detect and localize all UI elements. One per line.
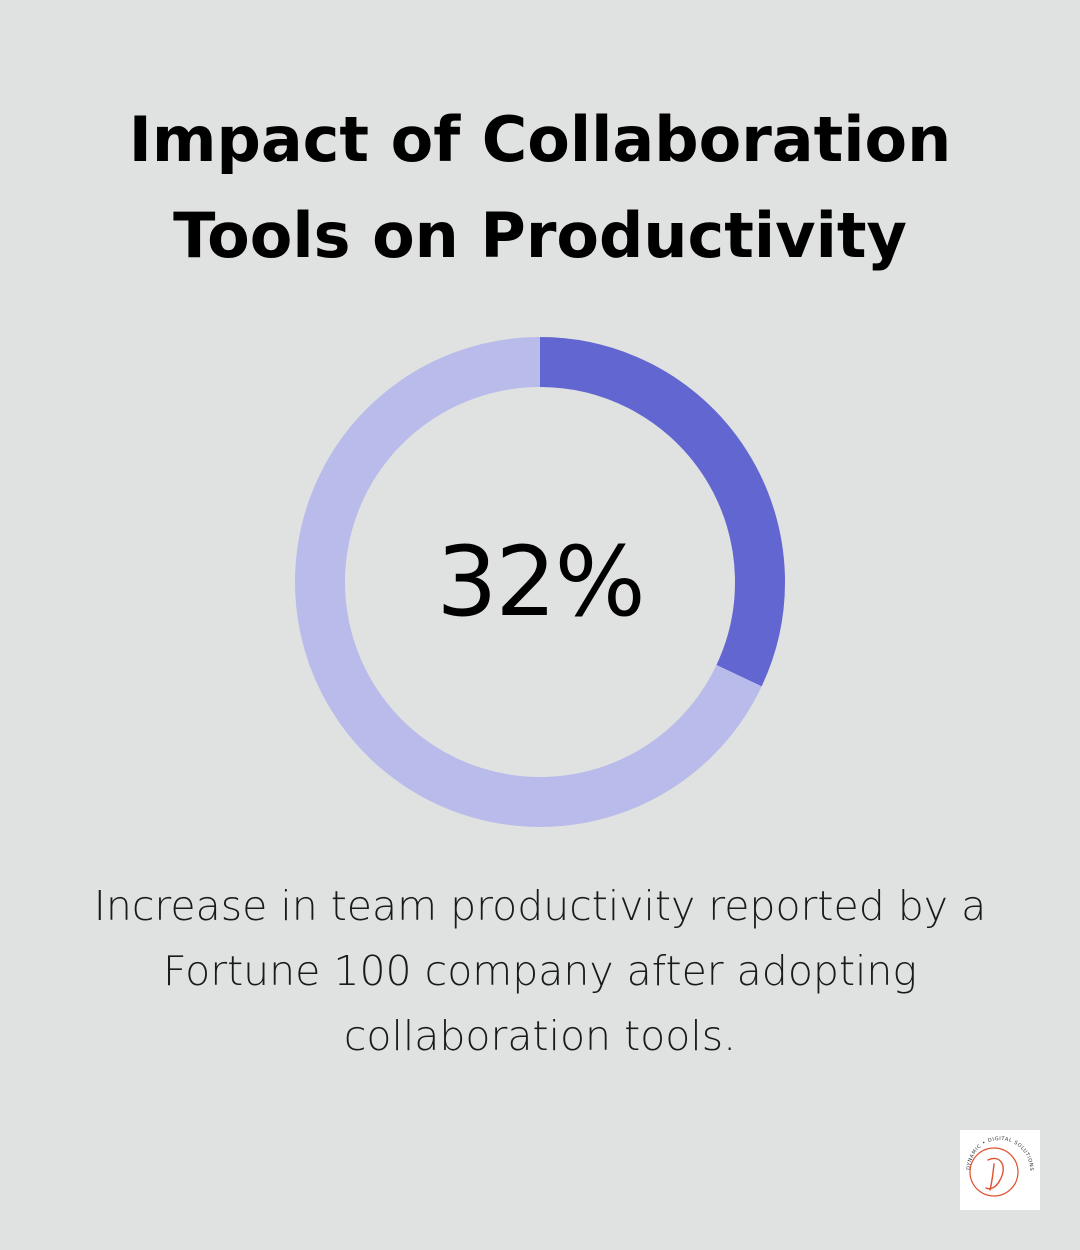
- center-percentage-label: 32%: [436, 526, 645, 638]
- caption-line-2: Fortune 100 company after adopting: [163, 947, 917, 995]
- svg-text:DYNAMIC • DIGITAL SOLUTIONS: DYNAMIC • DIGITAL SOLUTIONS: [966, 1136, 1034, 1171]
- donut-segment-remainder: [295, 337, 762, 827]
- logo-mark-icon: DYNAMIC • DIGITAL SOLUTIONS: [966, 1136, 1034, 1197]
- donut-chart-svg: [295, 337, 785, 827]
- donut-chart: [290, 332, 790, 832]
- title-line-2: Tools on Productivity: [173, 199, 907, 272]
- donut-segment-value: [539, 337, 785, 687]
- caption-line-3: collaboration tools.: [343, 1012, 737, 1060]
- company-logo: DYNAMIC • DIGITAL SOLUTIONS: [960, 1130, 1040, 1210]
- caption-line-1: Increase in team productivity reported b…: [93, 882, 987, 930]
- title-line-1: Impact of Collaboration: [128, 103, 952, 176]
- infographic-title: Impact of Collaboration Tools on Product…: [60, 92, 1020, 284]
- chart-caption: Increase in team productivity reported b…: [60, 874, 1020, 1069]
